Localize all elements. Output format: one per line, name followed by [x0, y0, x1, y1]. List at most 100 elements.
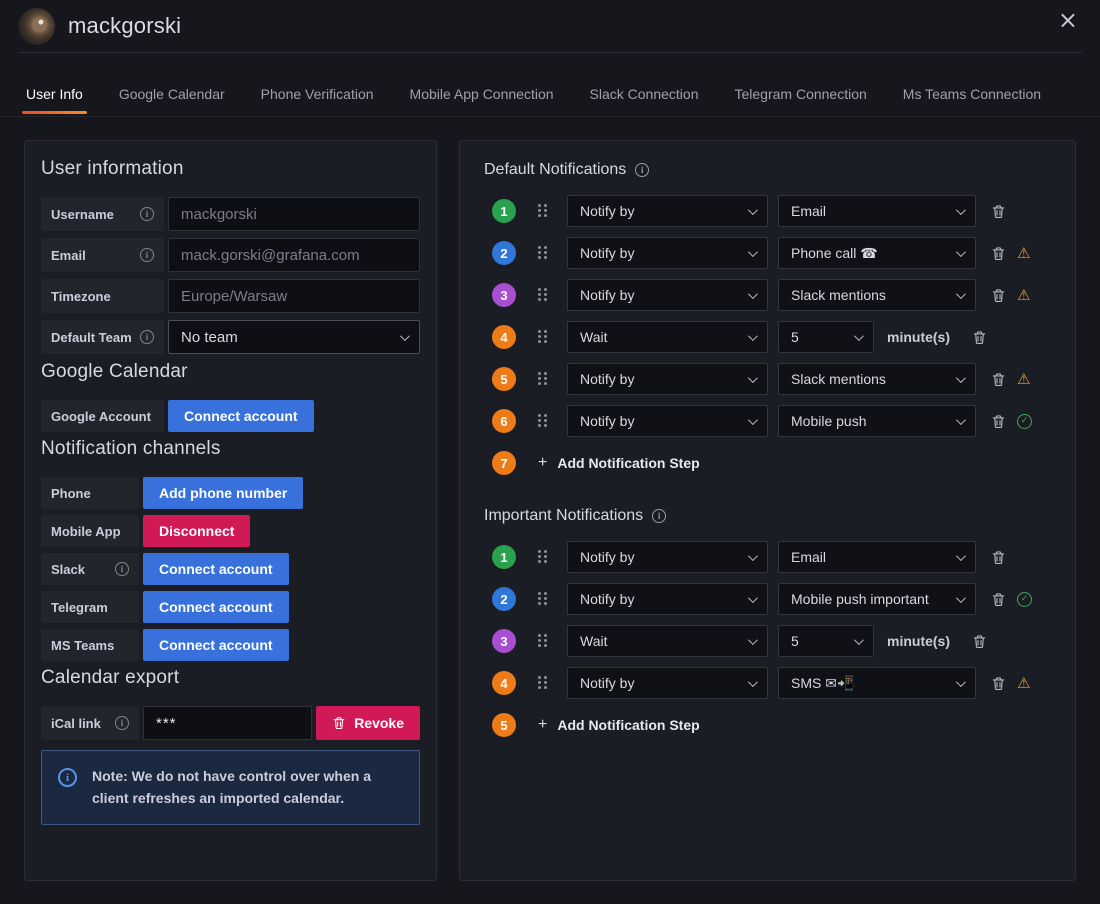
trash-icon [992, 204, 1005, 218]
step-value-select[interactable]: Phone call ☎ [778, 237, 976, 269]
close-icon[interactable]: × [1057, 6, 1078, 34]
tab-mobile-app-connection[interactable]: Mobile App Connection [409, 86, 554, 102]
username-field[interactable]: mackgorski [168, 197, 420, 231]
step-value-select[interactable]: SMS ✉📲 [778, 667, 976, 699]
info-icon: i [58, 768, 77, 787]
add-notification-step-button[interactable]: + Add Notification Step [538, 454, 700, 471]
delete-step-button[interactable] [991, 550, 1006, 565]
step-type-select[interactable]: Wait [567, 321, 768, 353]
step-number-badge: 7 [492, 451, 516, 475]
step-type-select[interactable]: Notify by [567, 195, 768, 227]
delete-step-button[interactable] [991, 204, 1006, 219]
delete-step-button[interactable] [972, 634, 987, 649]
info-icon[interactable]: i [140, 248, 154, 262]
revoke-button[interactable]: Revoke [316, 706, 420, 740]
tab-google-calendar[interactable]: Google Calendar [118, 86, 225, 102]
google-calendar-heading: Google Calendar [41, 361, 188, 382]
mobile-app-channel-row: Mobile App Disconnect [41, 515, 420, 547]
notification-step-row: 1 Notify by Email [492, 541, 1051, 573]
delete-step-button[interactable] [991, 592, 1006, 607]
chevron-down-icon [955, 676, 966, 687]
info-icon[interactable]: i [140, 207, 154, 221]
drag-handle[interactable] [538, 550, 547, 564]
plus-icon: + [538, 454, 548, 471]
step-number-badge: 2 [492, 241, 516, 265]
step-type-select[interactable]: Wait [567, 625, 768, 657]
step-type-select[interactable]: Notify by [567, 405, 768, 437]
tab-phone-verification[interactable]: Phone Verification [260, 86, 374, 102]
drag-handle[interactable] [538, 676, 547, 690]
phone-channel-row: Phone Add phone number [41, 477, 420, 509]
wait-duration-select[interactable]: 5 [778, 625, 874, 657]
delete-step-button[interactable] [991, 372, 1006, 387]
tab-ms-teams-connection[interactable]: Ms Teams Connection [902, 86, 1042, 102]
telegram-connect-button[interactable]: Connect account [143, 591, 289, 623]
drag-handle[interactable] [538, 372, 547, 386]
trash-icon [973, 634, 986, 648]
info-icon[interactable]: i [115, 562, 129, 576]
mobile-app-disconnect-button[interactable]: Disconnect [143, 515, 251, 547]
drag-handle[interactable] [538, 634, 547, 648]
step-value-select[interactable]: Slack mentions [778, 279, 976, 311]
ms-teams-label: MS Teams [41, 629, 139, 661]
default-team-select[interactable]: No team [168, 320, 420, 354]
delete-step-button[interactable] [991, 246, 1006, 261]
info-icon[interactable]: i [115, 716, 129, 730]
step-value-select[interactable]: Email [778, 541, 976, 573]
step-value-select[interactable]: Mobile push [778, 405, 976, 437]
chevron-down-icon [853, 634, 864, 645]
trash-icon [992, 414, 1005, 428]
chevron-down-icon [955, 372, 966, 383]
chevron-down-icon [747, 414, 758, 425]
step-number-badge: 3 [492, 283, 516, 307]
delete-step-button[interactable] [991, 288, 1006, 303]
google-account-row: Google Account Connect account [41, 400, 420, 432]
step-type-select[interactable]: Notify by [567, 583, 768, 615]
info-icon[interactable]: i [652, 509, 667, 523]
chevron-down-icon [399, 330, 410, 341]
user-settings-panel: User information Username i mackgorski E… [24, 140, 437, 881]
ical-link-field[interactable]: *** [143, 706, 313, 740]
step-type-select[interactable]: Notify by [567, 279, 768, 311]
delete-step-button[interactable] [991, 414, 1006, 429]
notification-step-row: 4 Notify by SMS ✉📲 ⚠ [492, 667, 1051, 699]
add-notification-step-button[interactable]: + Add Notification Step [538, 716, 700, 733]
info-icon[interactable]: i [635, 163, 650, 177]
delete-step-button[interactable] [972, 330, 987, 345]
drag-handle[interactable] [538, 204, 547, 218]
notification-step-row: 3 Wait 5 minute(s) [492, 625, 1051, 657]
warning-icon: ⚠ [1017, 673, 1031, 692]
wait-duration-select[interactable]: 5 [778, 321, 874, 353]
step-type-select[interactable]: Notify by [567, 541, 768, 573]
step-value-select[interactable]: Mobile push important [778, 583, 976, 615]
chevron-down-icon [747, 676, 758, 687]
tab-slack-connection[interactable]: Slack Connection [589, 86, 699, 102]
delete-step-button[interactable] [991, 676, 1006, 691]
google-connect-button[interactable]: Connect account [168, 400, 314, 432]
info-icon[interactable]: i [140, 330, 154, 344]
step-type-select[interactable]: Notify by [567, 363, 768, 395]
ms-teams-connect-button[interactable]: Connect account [143, 629, 289, 661]
drag-handle[interactable] [538, 246, 547, 260]
drag-handle[interactable] [538, 330, 547, 344]
modal-header: mackgorski × [18, 0, 1082, 53]
tab-bar: User Info Google Calendar Phone Verifica… [0, 53, 1100, 117]
drag-handle[interactable] [538, 288, 547, 302]
tab-user-info[interactable]: User Info [22, 86, 87, 116]
step-value-select[interactable]: Email [778, 195, 976, 227]
timezone-field[interactable]: Europe/Warsaw [168, 279, 420, 313]
drag-handle[interactable] [538, 414, 547, 428]
step-type-select[interactable]: Notify by [567, 237, 768, 269]
slack-connect-button[interactable]: Connect account [143, 553, 289, 585]
warning-icon: ⚠ [1017, 369, 1031, 388]
drag-handle[interactable] [538, 592, 547, 606]
tab-telegram-connection[interactable]: Telegram Connection [734, 86, 867, 102]
modal-content: User information Username i mackgorski E… [0, 117, 1100, 904]
step-type-select[interactable]: Notify by [567, 667, 768, 699]
calendar-export-heading: Calendar export [41, 667, 180, 688]
add-phone-number-button[interactable]: Add phone number [143, 477, 304, 509]
step-value-select[interactable]: Slack mentions [778, 363, 976, 395]
warning-icon: ⚠ [1017, 285, 1031, 304]
email-field[interactable]: mack.gorski@grafana.com [168, 238, 420, 272]
trash-icon [992, 676, 1005, 690]
